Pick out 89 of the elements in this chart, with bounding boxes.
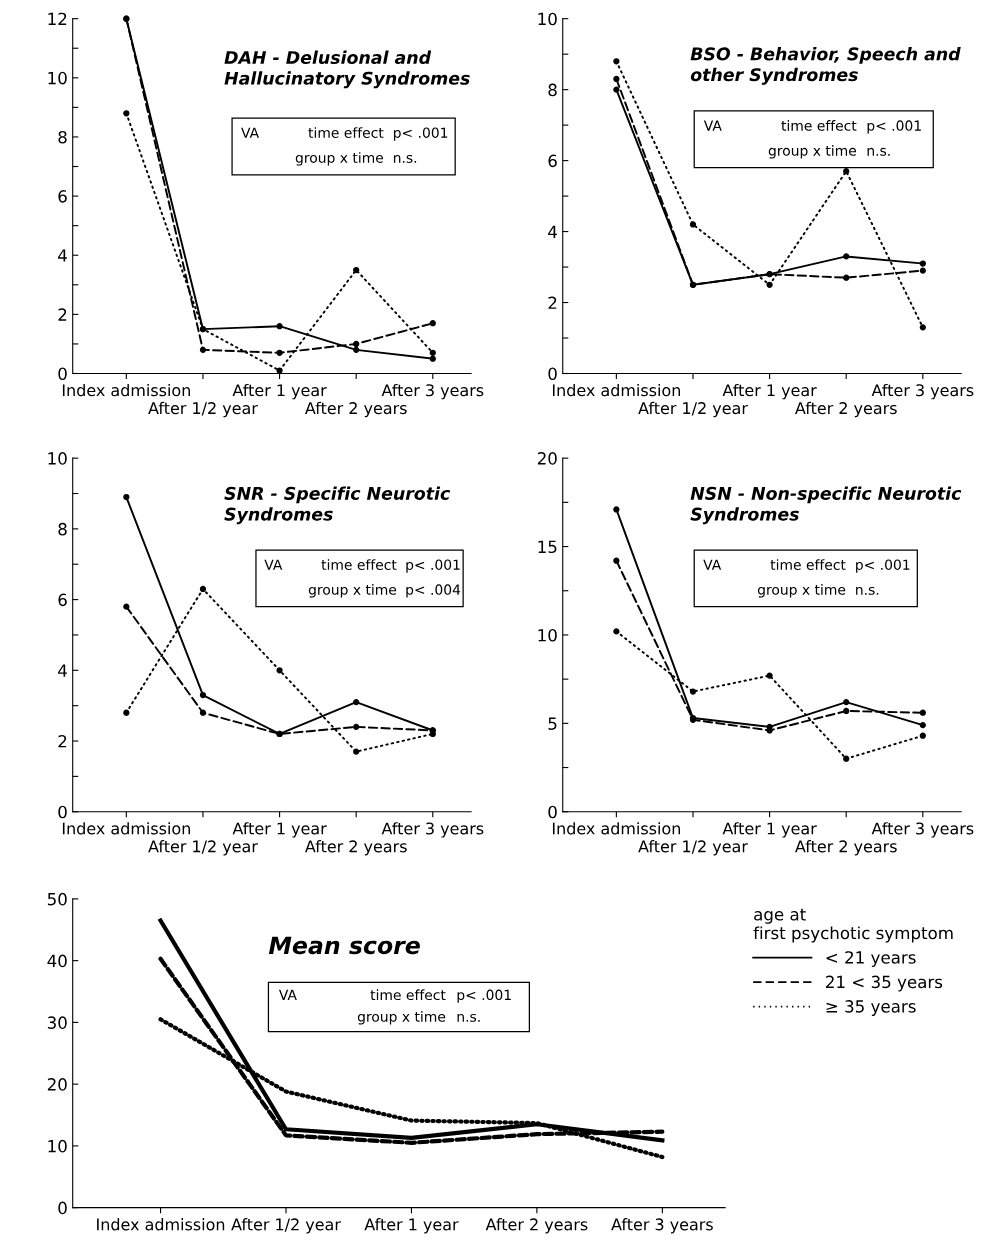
y-tick-label: 2: [58, 734, 67, 748]
x-tick-label: After 2 years: [795, 401, 897, 418]
annotation: time effect: [770, 559, 846, 570]
annotation: group x time: [308, 584, 397, 598]
annotation: time effect: [781, 120, 857, 131]
y-tick-label: 10: [48, 452, 67, 465]
y-tick-label: 5: [548, 717, 557, 730]
y-tick-label: 30: [47, 1016, 67, 1029]
x-tick-label: Index admission: [552, 383, 680, 397]
text: Mean score: [268, 936, 420, 955]
legend-label: ≥ 35 years: [826, 1000, 916, 1016]
y-tick-label: 50: [47, 892, 67, 906]
y-tick-label: 10: [538, 12, 557, 26]
annotation: n.s.: [867, 147, 890, 156]
annotation: p< .001: [406, 559, 460, 573]
y-tick-label: 0: [58, 1201, 67, 1215]
x-tick-label: After 1 year: [722, 383, 817, 400]
x-tick-label: Index admission: [552, 822, 680, 835]
annotation: p< .001: [867, 120, 921, 134]
y-tick-label: 12: [48, 12, 67, 26]
x-tick-label: After 1 year: [722, 822, 817, 838]
y-tick-label: 0: [58, 805, 67, 819]
x-tick-label: After 1/2 year: [231, 1218, 341, 1234]
y-tick-label: 8: [58, 130, 67, 144]
x-tick-label: After 1/2 year: [638, 840, 748, 856]
y-tick-label: 10: [538, 628, 557, 642]
annotation: p< .001: [393, 127, 448, 141]
y-tick-label: 4: [58, 664, 67, 677]
x-tick-label: After 1 year: [232, 383, 327, 400]
text: NSN - Non-specific Neurotic Syndromes: [690, 486, 962, 525]
y-tick-label: 8: [548, 83, 557, 97]
x-tick-label: After 3 years: [611, 1218, 713, 1234]
x-tick-label: Index admission: [62, 383, 190, 397]
annotation: VA: [703, 120, 722, 131]
annotation: n.s.: [393, 154, 417, 163]
annotation: group x time: [757, 584, 846, 598]
annotation: group x time: [295, 152, 384, 166]
x-tick-label: After 2 years: [485, 1218, 588, 1234]
annotation: p< .001: [856, 559, 910, 573]
y-tick-label: 6: [58, 190, 67, 203]
x-tick-label: After 3 years: [871, 383, 974, 400]
annotation: VA: [703, 559, 722, 570]
y-tick-label: 40: [47, 954, 67, 968]
y-tick-label: 2: [548, 296, 557, 309]
annotation: time effect: [321, 559, 397, 570]
annotation: VA: [264, 559, 283, 570]
y-tick-label: 4: [548, 225, 557, 238]
annotation: group x time: [357, 1011, 446, 1025]
y-tick-label: 6: [548, 154, 557, 168]
text: BSO - Behavior, Speech and other Syndromes: [690, 47, 961, 85]
x-tick-label: Index admission: [97, 1218, 225, 1231]
x-tick-label: After 1/2 year: [148, 401, 258, 418]
y-tick-label: 2: [58, 308, 67, 321]
text: SNR - Specific Neurotic Syndromes: [224, 486, 451, 525]
annotation: time effect: [370, 989, 446, 1001]
y-tick-label: 8: [58, 522, 67, 536]
x-tick-label: After 1 year: [232, 822, 327, 838]
y-tick-label: 6: [58, 593, 67, 607]
y-tick-label: 10: [48, 71, 67, 85]
y-tick-label: 20: [47, 1078, 67, 1091]
x-tick-label: After 1/2 year: [638, 401, 748, 418]
annotation: n.s.: [856, 586, 879, 595]
x-tick-label: After 3 years: [871, 822, 974, 838]
x-tick-label: Index admission: [62, 822, 190, 835]
x-tick-label: After 2 years: [305, 401, 407, 418]
annotation: p< .004: [406, 584, 461, 598]
y-tick-label: 15: [538, 540, 557, 554]
annotation: group x time: [768, 145, 857, 159]
x-tick-label: After 1/2 year: [148, 840, 258, 856]
x-tick-label: After 2 years: [305, 840, 407, 856]
text: DAH - Delusional and Hallucinatory Syndromes: [224, 50, 470, 89]
annotation: p< .001: [457, 989, 511, 1003]
y-tick-label: 4: [58, 249, 67, 262]
y-tick-label: 20: [537, 452, 557, 465]
x-tick-label: After 3 years: [381, 383, 484, 400]
y-tick-label: 0: [548, 805, 557, 819]
annotation: VA: [241, 127, 259, 138]
x-tick-label: After 1 year: [364, 1218, 459, 1234]
x-tick-label: After 3 years: [381, 822, 484, 838]
legend-title: age at first psychotic symptom: [753, 908, 953, 943]
annotation: n.s.: [457, 1013, 480, 1022]
legend-label: < 21 years: [826, 951, 916, 967]
annotation: time effect: [308, 127, 384, 138]
y-tick-label: 0: [58, 367, 67, 381]
legend-label: 21 < 35 years: [826, 975, 943, 992]
annotation: VA: [278, 989, 297, 1000]
y-tick-label: 10: [48, 1139, 67, 1153]
x-tick-label: After 2 years: [795, 840, 897, 856]
y-tick-label: 0: [548, 367, 557, 381]
